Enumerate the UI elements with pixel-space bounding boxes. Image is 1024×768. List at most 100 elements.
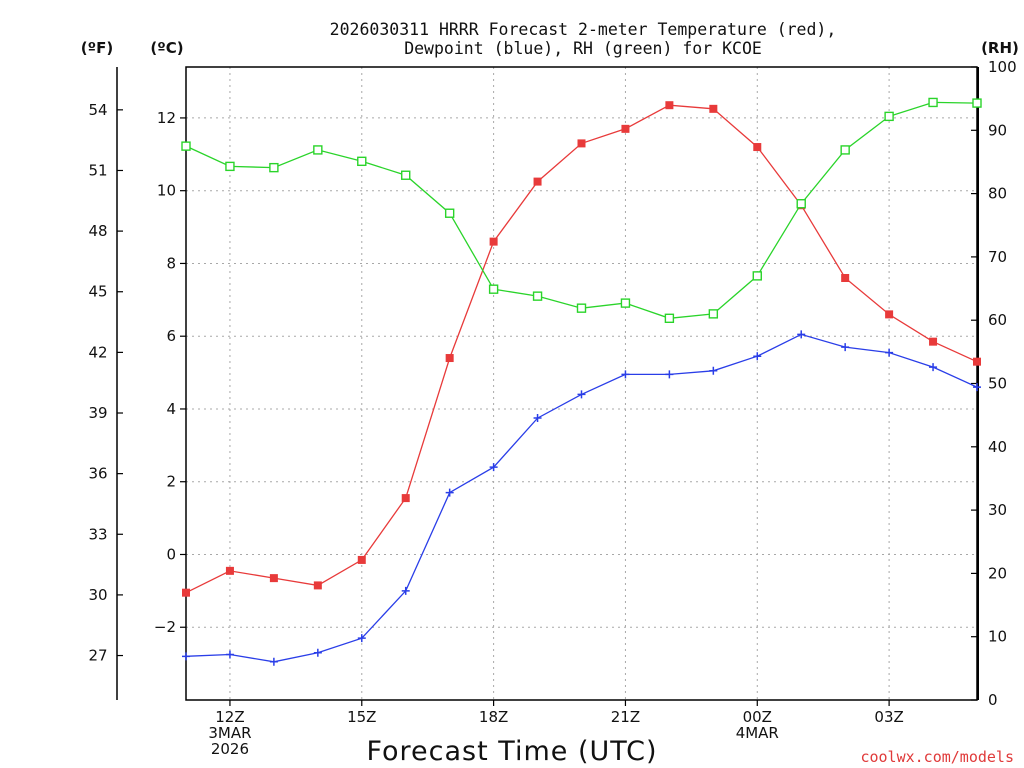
temperature-point	[357, 555, 366, 564]
dewpoint-point	[225, 650, 234, 659]
chart-title-line2: Dewpoint (blue), RH (green) for KCOE	[404, 39, 762, 58]
fahrenheit-tick-label: 42	[88, 343, 107, 361]
x-tick-label: 21Z	[611, 708, 640, 726]
temperature-point	[753, 143, 762, 152]
x-tick-label: 15Z	[347, 708, 376, 726]
fahrenheit-unit-label: (ºF)	[81, 39, 113, 57]
rh-tick-label: 60	[988, 311, 1007, 329]
temperature-point	[313, 581, 322, 590]
rh-point	[708, 309, 719, 319]
dewpoint-point	[182, 652, 190, 661]
temperature-point	[929, 337, 938, 346]
dewpoint-point	[533, 414, 542, 423]
rh-tick-label: 20	[988, 564, 1007, 582]
dewpoint-point	[841, 343, 850, 352]
rh-tick-label: 0	[988, 691, 998, 709]
dewpoint-point	[401, 586, 410, 595]
x-tick-label: 00Z	[743, 708, 772, 726]
celsius-tick-label: 4	[166, 400, 176, 418]
dewpoint-point	[709, 366, 718, 375]
dewpoint-point	[577, 390, 586, 399]
temperature-point	[665, 101, 674, 110]
x-tick-label: 2026	[211, 740, 249, 758]
x-tick-label: 12Z	[215, 708, 244, 726]
rh-tick-label: 30	[988, 501, 1007, 519]
dewpoint-point	[885, 348, 894, 357]
dewpoint-point	[489, 463, 498, 472]
rh-point	[884, 111, 894, 122]
rh-point	[928, 97, 938, 108]
temperature-point	[973, 357, 981, 366]
dewpoint-point	[753, 352, 762, 361]
rh-point	[620, 298, 631, 308]
rh-unit-label: (RH)	[981, 39, 1019, 57]
dewpoint-point	[445, 488, 454, 497]
axis-layer: −2 0 2 4 6 8 10 12 27 30 33 36 39 42 45 48 51 54 0 10 20 30 40…	[88, 58, 1016, 758]
x-tick-label: 3MAR	[208, 724, 251, 742]
credit-label: coolwx.com/models	[860, 748, 1014, 766]
temperature-point	[577, 139, 586, 148]
rh-point	[796, 199, 806, 209]
rh-tick-label: 100	[988, 58, 1017, 76]
rh-point	[752, 271, 762, 281]
temperature-point	[621, 124, 630, 133]
celsius-tick-label: 0	[166, 545, 176, 563]
celsius-tick-label: 10	[157, 182, 176, 200]
fahrenheit-tick-label: 27	[88, 647, 107, 665]
fahrenheit-tick-label: 45	[88, 283, 107, 301]
temperature-point	[182, 588, 190, 597]
rh-series-line	[185, 101, 978, 319]
dewpoint-point	[797, 330, 806, 339]
fahrenheit-tick-label: 51	[88, 161, 107, 179]
rh-tick-label: 40	[988, 438, 1007, 456]
rh-point	[269, 162, 279, 173]
temperature-point	[841, 274, 850, 282]
celsius-tick-label: 12	[157, 109, 176, 127]
rh-tick-label: 70	[988, 248, 1007, 266]
temperature-point	[533, 177, 542, 186]
rh-tick-label: 90	[988, 121, 1007, 139]
rh-tick-label: 80	[988, 185, 1007, 203]
series-layer	[181, 97, 982, 666]
x-axis-label: Forecast Time (UTC)	[366, 736, 657, 767]
celsius-unit-label: (ºC)	[150, 39, 183, 57]
temperature-point	[489, 237, 498, 246]
celsius-tick-label: 2	[166, 473, 176, 491]
dewpoint-point	[929, 363, 938, 372]
fahrenheit-tick-label: 39	[88, 404, 107, 422]
temperature-point	[225, 566, 234, 575]
rh-point	[664, 313, 675, 324]
grid-layer	[186, 67, 977, 700]
fahrenheit-tick-label: 36	[88, 465, 107, 483]
rh-point	[357, 156, 367, 167]
rh-point	[972, 98, 982, 108]
fahrenheit-tick-label: 30	[88, 586, 107, 604]
fahrenheit-tick-label: 48	[88, 222, 107, 240]
x-tick-label: 18Z	[479, 708, 508, 726]
rh-point	[444, 208, 455, 218]
dewpoint-point	[665, 370, 674, 379]
x-tick-label: 03Z	[874, 708, 903, 726]
rh-point	[401, 170, 411, 180]
celsius-tick-label: 8	[166, 254, 176, 272]
temperature-point	[709, 104, 718, 113]
rh-point	[225, 161, 235, 172]
temperature-point	[401, 494, 410, 503]
fahrenheit-tick-label: 33	[88, 525, 107, 543]
rh-point	[181, 141, 191, 151]
rh-tick-label: 10	[988, 628, 1007, 646]
chart-title-line1: 2026030311 HRRR Forecast 2-meter Tempera…	[330, 20, 837, 39]
rh-point	[488, 284, 499, 294]
dewpoint-series-line	[185, 333, 978, 663]
plot-frame	[185, 66, 978, 701]
rh-point	[313, 145, 323, 155]
celsius-tick-label: 6	[166, 327, 176, 345]
dewpoint-point	[973, 383, 981, 392]
temperature-point	[885, 310, 894, 319]
rh-point	[840, 145, 850, 155]
rh-point	[576, 303, 587, 313]
dewpoint-point	[621, 370, 630, 379]
rh-tick-label: 50	[988, 375, 1007, 393]
temperature-point	[269, 574, 278, 583]
